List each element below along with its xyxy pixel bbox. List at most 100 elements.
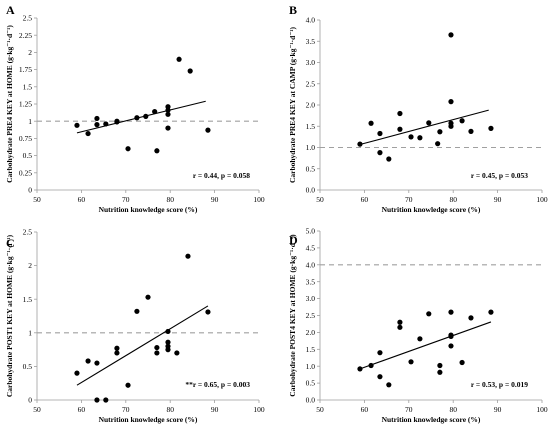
- panel-c-data-point: [185, 253, 191, 259]
- panel-c-trend-line: [76, 305, 209, 386]
- panel-a-y-tick-label: 1.25: [19, 100, 32, 109]
- panel-a-y-axis-title: Carbohydrate PRE4 KEY at HOME (g·kg⁻¹·d⁻…: [5, 25, 14, 183]
- panel-d-data-point: [377, 350, 383, 356]
- panel-d-y-tick-label: 3.5: [306, 277, 316, 286]
- panel-a-data-point: [114, 118, 120, 124]
- panel-d-y-tick-label: 0.5: [306, 379, 316, 388]
- panel-c-y-tick-label: 0: [28, 396, 32, 405]
- panel-d-data-point: [408, 359, 414, 365]
- panel-d-data-point: [448, 332, 454, 338]
- panel-b-y-tick-label: 3.5: [306, 37, 316, 46]
- panel-d-data-point: [386, 382, 392, 388]
- panel-b-data-point: [417, 135, 423, 141]
- panel-b-data-point: [426, 120, 432, 126]
- panel-a-data-point: [165, 104, 171, 110]
- panel-a-y-tick-label: 1.75: [19, 65, 32, 74]
- panel-a-data-point: [85, 130, 91, 137]
- panel-d-x-tick-label: 50: [316, 405, 324, 414]
- panel-a-y-tick-label: 0.75: [19, 134, 32, 143]
- panel-c-x-tick-label: 100: [253, 405, 265, 414]
- panel-d-data-point: [357, 366, 363, 372]
- panel-a-data-point: [187, 68, 193, 74]
- panel-b-x-tick-label: 50: [316, 195, 324, 204]
- panel-b-x-tick-label: 80: [449, 195, 457, 204]
- panel-d-data-point: [459, 359, 465, 366]
- panel-b-y-tick-label: 1.0: [306, 143, 316, 152]
- panel-c-x-tick-label: 80: [166, 405, 174, 414]
- panel-c-data-point: [114, 350, 120, 356]
- panel-d-x-tick-label: 90: [494, 405, 502, 414]
- panel-c-y-tick-label: 1: [28, 328, 32, 337]
- panel-b-data-point: [357, 141, 363, 147]
- panel-a-data-point: [94, 122, 100, 128]
- panel-d-data-point: [397, 324, 403, 330]
- panel-a-data-point: [74, 122, 80, 128]
- panel-a-data-point: [176, 56, 182, 62]
- panel-b-data-point: [448, 120, 454, 126]
- panel-b-data-point: [437, 129, 443, 135]
- panel-c-data-point: [165, 347, 171, 353]
- panel-b-x-tick-label: 70: [405, 195, 413, 204]
- panel-a-y-tick-label: 2: [28, 48, 32, 57]
- panel-c-y-tick-label: 1.5: [23, 295, 33, 304]
- panel-c: C 0 0.5 1 1.5 2 2.5 50 60 70 80 90 100 Nutrition know…: [5, 228, 265, 424]
- panel-c-data-point: [154, 344, 160, 351]
- panel-b-data-point: [408, 134, 414, 140]
- panel-c-data-point: [94, 397, 100, 403]
- panel-a-data-point: [165, 125, 171, 131]
- panel-b-y-tick-label: 2.0: [306, 101, 316, 110]
- panel-b-data-point: [397, 126, 403, 132]
- panel-b-y-tick-label: 0.5: [306, 164, 316, 173]
- panel-b-data-point: [448, 32, 454, 38]
- panel-b-y-tick-label: 1.5: [306, 122, 316, 131]
- panel-c-x-tick-label: 50: [33, 405, 41, 414]
- panel-b-y-tick-label: 4.0: [306, 16, 316, 25]
- panel-b-x-tick-label: 60: [361, 195, 369, 204]
- panel-c-data-point: [145, 294, 151, 300]
- panel-b: B 0.0 0.5 1.0 1.5 2.0 2.5 3.0 3.5 4.0 50 60 70 80 90 10…: [288, 3, 548, 214]
- panel-d-data-point: [368, 362, 374, 369]
- panel-d-letter: D: [289, 233, 298, 247]
- panel-c-letter: C: [6, 236, 15, 250]
- panel-a-x-tick-label: 80: [166, 195, 174, 204]
- panel-c-data-point: [103, 397, 109, 403]
- panel-a-data-point: [103, 121, 109, 127]
- panel-c-data-point: [74, 370, 80, 376]
- panel-d-x-tick-label: 100: [536, 405, 548, 414]
- panel-d-trend-line: [359, 321, 492, 370]
- panel-b-data-point: [435, 141, 441, 147]
- panel-d-y-axis-title: Carbohydrate POST4 KEY at HOME (g·kg⁻¹·d…: [288, 234, 297, 397]
- panel-c-data-point: [174, 350, 180, 356]
- panel-a-y-tick-label: 0.25: [19, 168, 32, 177]
- panel-a-data-point: [94, 115, 100, 122]
- panel-b-y-tick-label: 2.5: [306, 79, 316, 88]
- panel-b-data-point: [377, 150, 383, 156]
- panel-b-y-axis-title: Carbohydrate PRE4 KEY at CAMP (g·kg⁻¹·d⁻…: [288, 26, 297, 183]
- panel-a-data-point: [143, 113, 149, 119]
- panel-a-y-tick-label: 0: [28, 186, 32, 195]
- panel-d-y-tick-label: 2.5: [306, 311, 316, 320]
- panel-d-x-tick-label: 80: [449, 405, 457, 414]
- panel-b-data-point: [448, 99, 454, 105]
- panel-d-y-tick-label: 2.0: [306, 328, 316, 337]
- panel-b-data-point: [386, 156, 392, 162]
- panel-b-trend-line: [359, 109, 489, 146]
- panel-c-y-tick-label: 2.5: [23, 228, 33, 237]
- panel-b-data-point: [488, 125, 494, 131]
- panel-d-y-tick-label: 1.5: [306, 345, 316, 354]
- panel-a-x-tick-label: 90: [211, 195, 219, 204]
- panel-c-data-point: [154, 350, 160, 356]
- panel-a-data-point: [205, 127, 211, 133]
- panel-b-x-tick-label: 100: [536, 195, 548, 204]
- panel-d-y-tick-label: 1.0: [306, 362, 316, 371]
- panel-d-data-point: [397, 319, 403, 325]
- panel-b-data-point: [459, 118, 465, 124]
- panel-a-y-tick-label: 2.25: [19, 31, 32, 40]
- panel-c-data-point: [125, 382, 131, 388]
- panel-c-data-point: [134, 308, 140, 314]
- panel-c-data-point: [94, 360, 100, 366]
- panel-d-data-point: [437, 362, 443, 369]
- panel-c-y-tick-label: 2: [28, 261, 32, 270]
- panel-a-y-tick-label: 1: [28, 117, 32, 126]
